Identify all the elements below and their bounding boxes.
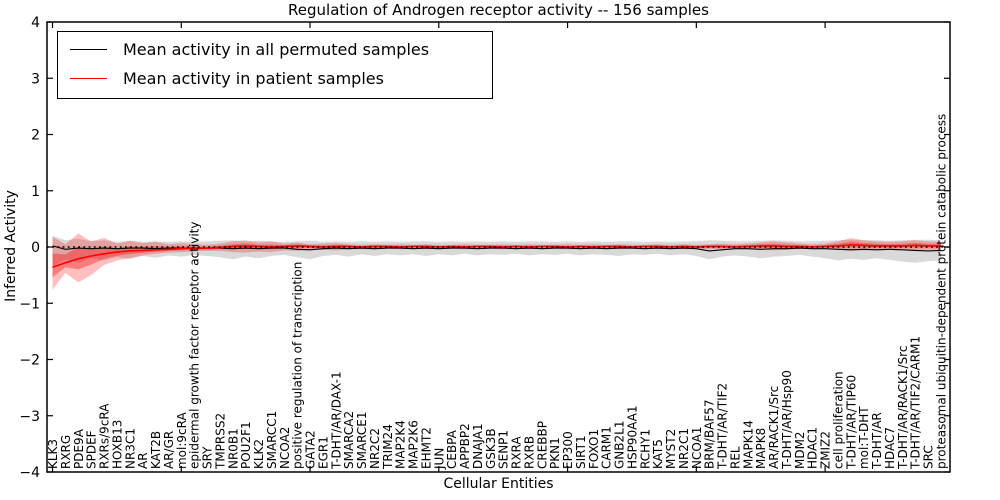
y-tick-label: 4 xyxy=(31,15,40,31)
x-category-label: RXRB xyxy=(522,436,536,469)
patient-mean-line xyxy=(52,243,941,269)
x-category-label: POU2F1 xyxy=(239,421,253,469)
y-tick-label: 1 xyxy=(31,184,40,200)
x-category-label: TRIM24 xyxy=(381,424,395,470)
x-category-label: KLK3 xyxy=(46,439,60,469)
x-category-label: NR2C1 xyxy=(677,428,691,469)
y-tick-label: 2 xyxy=(31,128,40,144)
x-category-label: BRM/BAF57 xyxy=(703,399,717,469)
x-category-label: T-DHT/AR/TIP60 xyxy=(844,375,858,470)
x-category-label: MDM2 xyxy=(793,431,807,469)
x-category-label: NR0B1 xyxy=(226,428,240,469)
x-category-label: SIRT1 xyxy=(574,435,588,469)
x-category-label: T-DHT/AR xyxy=(870,412,884,470)
x-category-label: NCOA1 xyxy=(690,427,704,469)
x-category-label: MAP2K6 xyxy=(407,420,421,469)
x-category-label: GNB2L1 xyxy=(613,421,627,469)
x-category-label: AR/GR xyxy=(162,431,176,469)
legend-item-patient: Mean activity in patient samples xyxy=(70,68,478,90)
x-category-label: TMPRSS2 xyxy=(213,413,227,470)
x-category-label: HDAC1 xyxy=(806,427,820,469)
x-category-label: mol:9cRA xyxy=(175,412,189,469)
x-category-label: CEBPA xyxy=(445,429,459,469)
x-category-label: APPBP2 xyxy=(458,423,472,469)
x-category-label: NR2C2 xyxy=(368,428,382,469)
x-category-label: JUN xyxy=(432,448,446,470)
legend-line-permuted-icon xyxy=(70,49,107,51)
x-category-label: RXRG xyxy=(59,435,73,469)
x-category-label: AR xyxy=(136,452,150,469)
y-tick-label: 0 xyxy=(31,240,40,256)
x-category-label: EGR1 xyxy=(316,436,330,469)
x-category-label: KAT2B xyxy=(149,431,163,469)
x-category-label: ZMIZ2 xyxy=(819,431,833,469)
y-tick-label: −2 xyxy=(19,353,40,369)
x-category-label: positive regulation of transcription xyxy=(291,262,305,469)
x-category-label: SRY xyxy=(201,446,215,469)
x-category-label: T-DHT/AR/TIF2 xyxy=(716,383,730,470)
x-category-label: MAP2K4 xyxy=(394,420,408,469)
x-category-label: T-DHT/AR/Hsp90 xyxy=(780,370,794,470)
x-category-label: SMARCA2 xyxy=(342,411,356,469)
x-category-label: MAPK14 xyxy=(741,420,755,469)
x-category-label: CARM1 xyxy=(600,426,614,469)
x-category-label: AR/RACK1/Src xyxy=(767,386,781,469)
x-category-label: SPDEF xyxy=(85,430,99,469)
x-category-label: T-DHT/AR/RACK1/Src xyxy=(896,346,910,470)
y-tick-label: −4 xyxy=(19,465,40,481)
legend-label-permuted: Mean activity in all permuted samples xyxy=(123,40,430,59)
legend-item-permuted: Mean activity in all permuted samples xyxy=(70,39,478,61)
x-category-label: NR3C1 xyxy=(123,428,137,469)
x-category-label: SRC xyxy=(922,445,936,469)
x-category-label: KAT5 xyxy=(651,439,665,469)
x-category-label: PKN1 xyxy=(548,437,562,469)
x-category-label: cell proliferation xyxy=(831,371,845,469)
legend-label-patient: Mean activity in patient samples xyxy=(123,68,384,88)
chart-title: Regulation of Androgen receptor activity… xyxy=(288,1,709,19)
permuted-band xyxy=(52,235,941,267)
x-category-label: SENP1 xyxy=(497,430,511,469)
x-category-label: HDAC7 xyxy=(883,427,897,469)
x-category-label: T-DHT/AR/DAX-1 xyxy=(329,371,343,470)
x-category-label: PDE9A xyxy=(72,428,86,469)
y-tick-label: −1 xyxy=(19,296,40,312)
x-category-label: MYST2 xyxy=(664,429,678,469)
x-category-label: RXRA xyxy=(510,436,524,469)
x-category-label: NCOA2 xyxy=(278,427,292,469)
x-category-label: EP300 xyxy=(561,431,575,469)
x-category-label: HSP90AA1 xyxy=(625,405,639,469)
x-category-label: SMARCC1 xyxy=(265,411,279,469)
x-category-label: DNAJA1 xyxy=(471,423,485,469)
x-category-label: SMARCE1 xyxy=(355,411,369,469)
x-category-label: EHMT2 xyxy=(419,427,433,469)
x-category-label: GATA2 xyxy=(304,430,318,469)
x-category-label: CREBBP xyxy=(535,421,549,469)
x-category-label: GSK3B xyxy=(484,428,498,469)
x-category-label: RXRs/9cRA xyxy=(98,403,112,469)
x-category-label: KLK2 xyxy=(252,439,266,469)
x-category-label: MAPK8 xyxy=(754,428,768,469)
x-category-label: proteasomal ubiquitin-dependent protein … xyxy=(935,114,949,469)
x-category-label: T-DHT/AR/TIF2/CARM1 xyxy=(909,336,923,470)
legend: Mean activity in all permuted samples Me… xyxy=(57,31,493,100)
x-category-label: epidermal growth factor receptor activit… xyxy=(188,222,202,469)
x-category-label: RCHY1 xyxy=(638,429,652,469)
y-tick-label: −3 xyxy=(19,409,40,425)
x-category-label: HOXB13 xyxy=(110,420,124,469)
x-category-label: REL xyxy=(728,446,742,469)
x-category-label: FOXO1 xyxy=(587,429,601,469)
x-category-label: mol:T-DHT xyxy=(857,406,871,469)
x-axis-label: Cellular Entities xyxy=(443,476,554,492)
legend-line-patient-icon xyxy=(70,77,107,79)
y-tick-label: 3 xyxy=(31,71,40,87)
